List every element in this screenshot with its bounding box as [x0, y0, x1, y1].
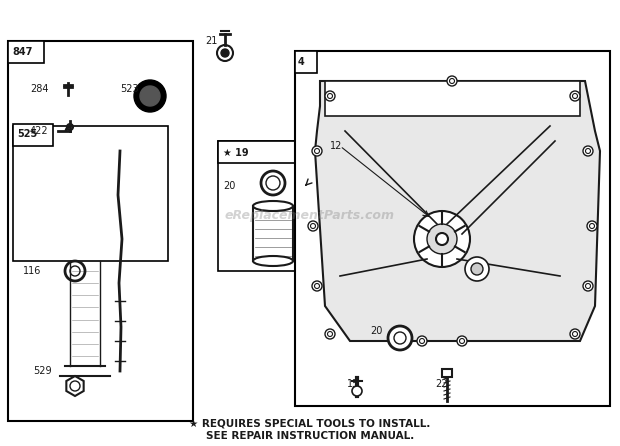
Bar — [442, 369, 452, 377]
Circle shape — [583, 281, 593, 291]
Text: 525: 525 — [17, 129, 37, 139]
Text: 847: 847 — [12, 47, 32, 57]
Circle shape — [312, 281, 322, 291]
Text: 529: 529 — [33, 366, 51, 376]
Bar — [13, 124, 53, 146]
Bar — [218, 141, 308, 163]
Circle shape — [465, 257, 489, 281]
Text: 4: 4 — [298, 57, 305, 67]
Text: 15: 15 — [347, 379, 360, 389]
Circle shape — [308, 221, 318, 231]
Bar — [295, 51, 610, 406]
Bar — [8, 41, 44, 63]
Text: eReplacementParts.com: eReplacementParts.com — [225, 210, 395, 223]
Circle shape — [325, 91, 335, 101]
Text: 422: 422 — [30, 126, 48, 136]
Text: 523: 523 — [120, 84, 139, 94]
Circle shape — [221, 49, 229, 57]
Circle shape — [457, 336, 467, 346]
Circle shape — [417, 336, 427, 346]
Text: SEE REPAIR INSTRUCTION MANUAL.: SEE REPAIR INSTRUCTION MANUAL. — [206, 431, 414, 441]
Polygon shape — [325, 81, 580, 116]
Circle shape — [394, 332, 406, 344]
Bar — [218, 141, 308, 271]
Polygon shape — [315, 81, 600, 341]
Circle shape — [570, 91, 580, 101]
Circle shape — [587, 221, 597, 231]
Bar — [253, 206, 293, 261]
Text: 12: 12 — [330, 141, 342, 151]
Circle shape — [312, 146, 322, 156]
Circle shape — [471, 263, 483, 275]
Text: ★ 19: ★ 19 — [223, 148, 249, 158]
Circle shape — [325, 329, 335, 339]
Bar — [13, 126, 168, 261]
Circle shape — [436, 233, 448, 245]
Bar — [8, 41, 193, 421]
Text: 20: 20 — [370, 326, 383, 336]
Circle shape — [447, 76, 457, 86]
Text: 21: 21 — [205, 36, 218, 46]
Circle shape — [414, 211, 470, 267]
Circle shape — [140, 86, 160, 106]
Text: 20: 20 — [223, 181, 236, 191]
Text: ★ REQUIRES SPECIAL TOOLS TO INSTALL.: ★ REQUIRES SPECIAL TOOLS TO INSTALL. — [189, 419, 431, 429]
Text: 22: 22 — [435, 379, 448, 389]
Ellipse shape — [253, 201, 293, 211]
Circle shape — [570, 329, 580, 339]
Circle shape — [583, 146, 593, 156]
Circle shape — [388, 326, 412, 350]
Circle shape — [352, 386, 362, 396]
Text: 284: 284 — [30, 84, 48, 94]
Text: 116: 116 — [23, 266, 42, 276]
Circle shape — [427, 224, 457, 254]
Ellipse shape — [253, 256, 293, 266]
Bar — [295, 51, 317, 73]
Circle shape — [134, 80, 166, 112]
